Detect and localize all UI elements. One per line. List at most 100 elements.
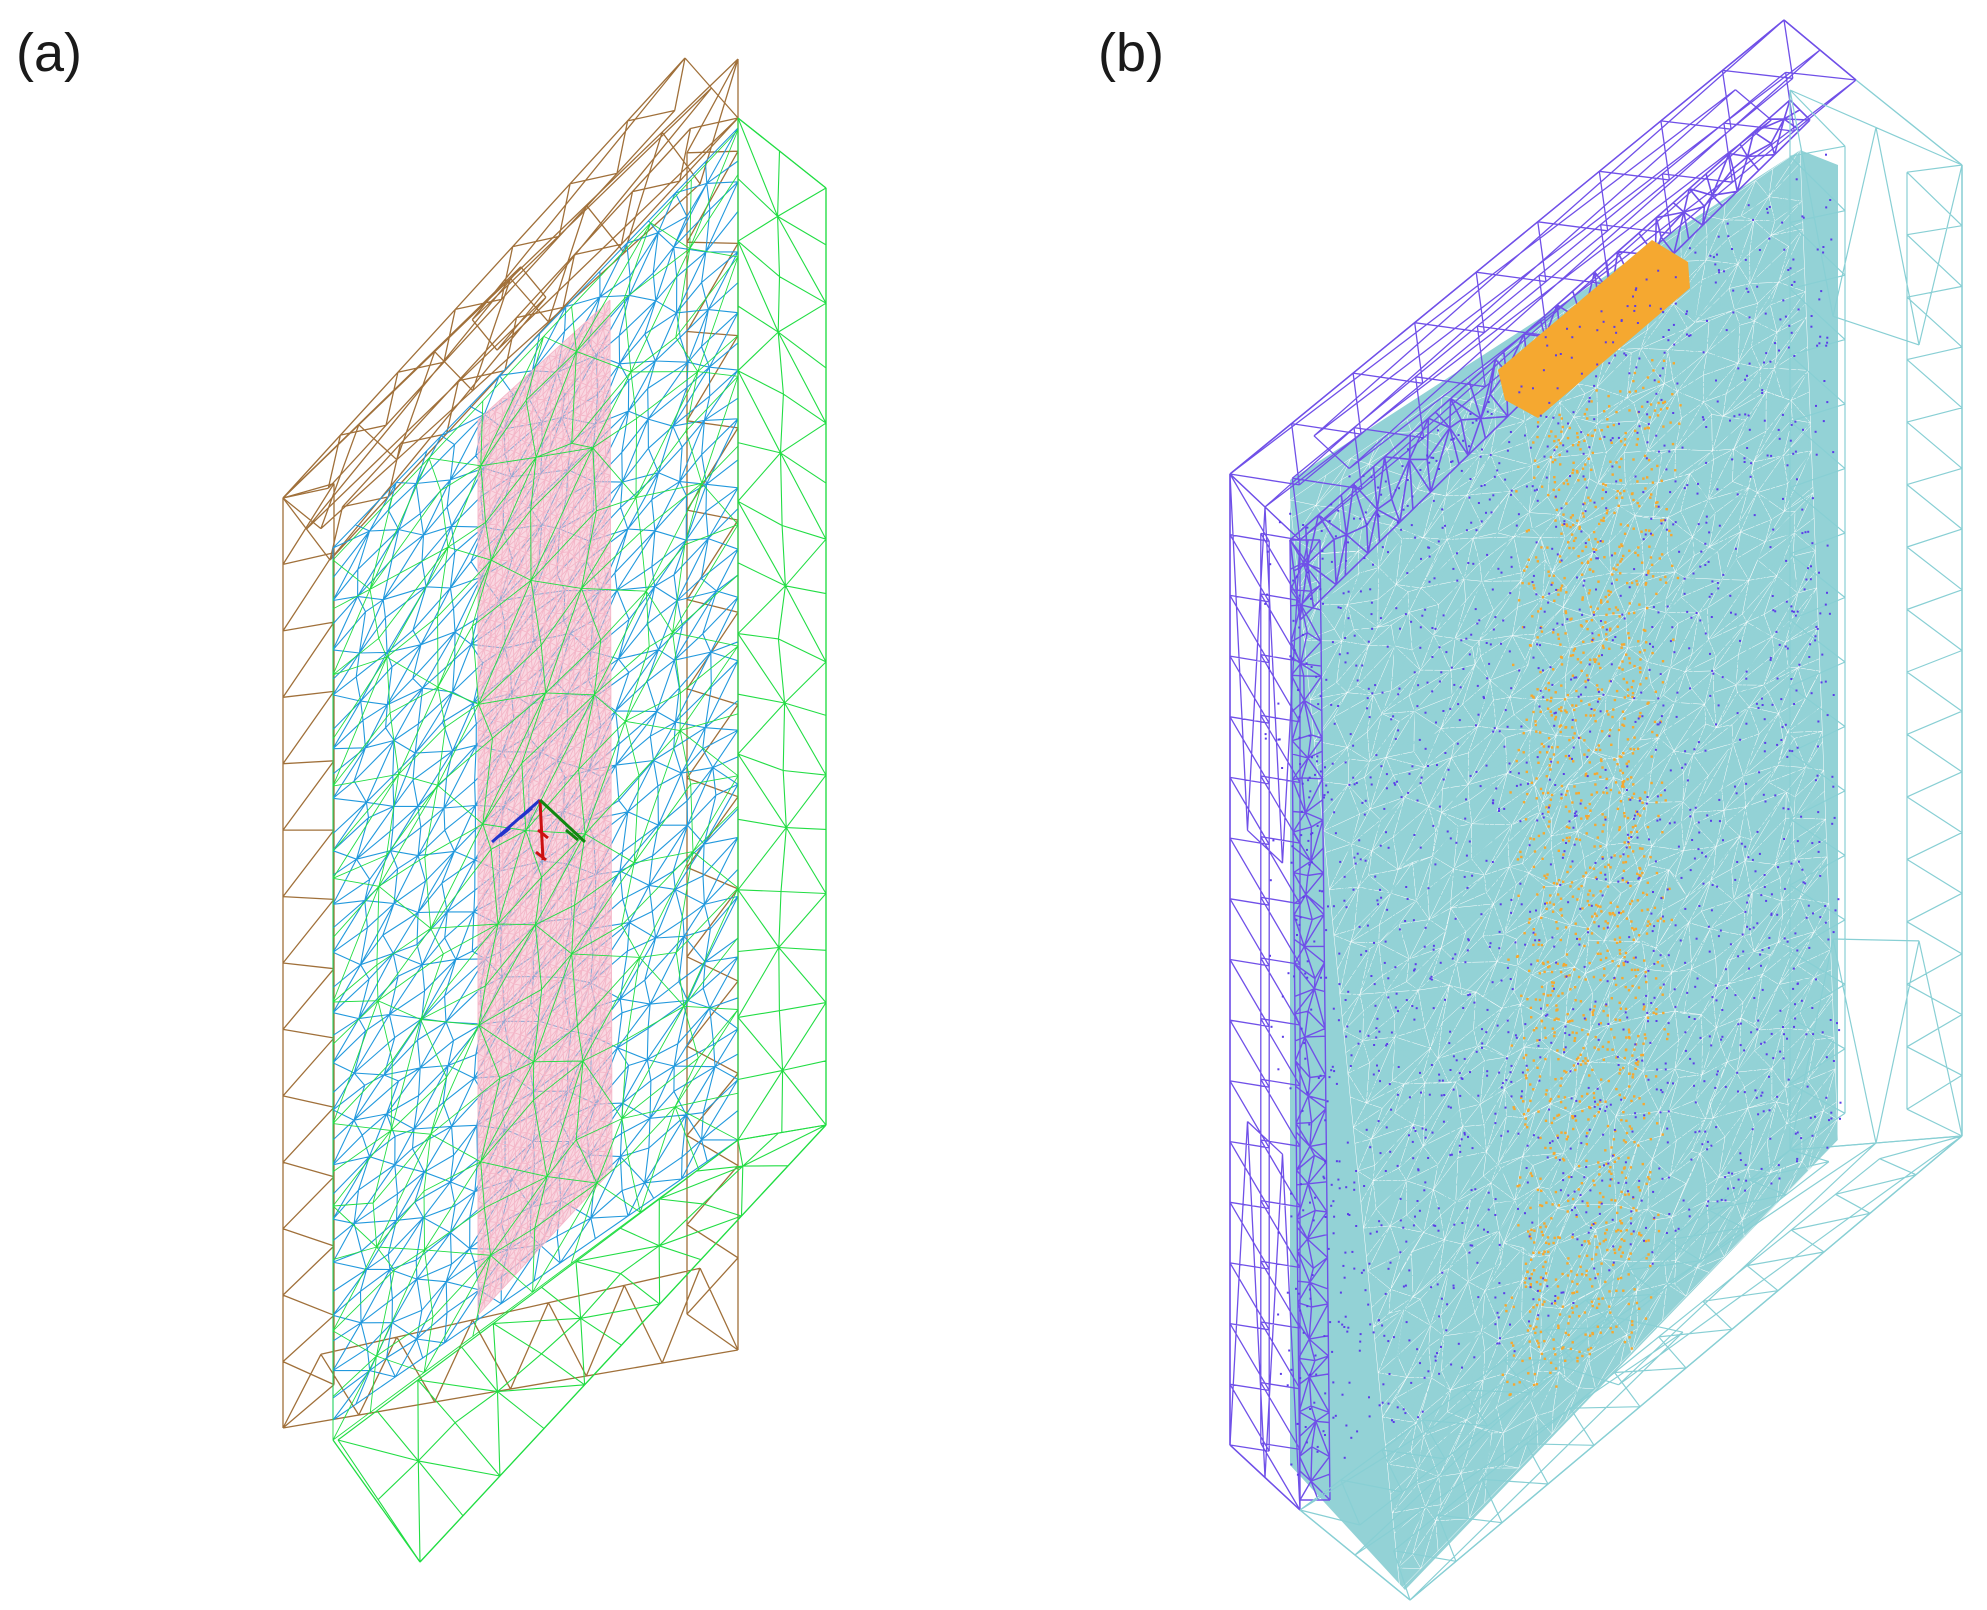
speckle-point [1717,587,1720,590]
highlight-speckle [1599,1331,1602,1334]
speckle-point [1345,559,1347,562]
highlight-speckle [1569,654,1573,657]
highlight-speckle [1602,1058,1605,1061]
speckle-point [1659,307,1662,310]
highlight-speckle [1618,828,1621,832]
speckle-point [1801,532,1804,535]
speckle-point [1396,1093,1399,1096]
highlight-speckle [1564,610,1567,613]
highlight-speckle [1641,1053,1644,1057]
highlight-speckle [1572,1115,1576,1118]
highlight-speckle [1568,836,1571,839]
speckle-point [1674,480,1677,483]
speckle-point [1760,1094,1763,1097]
speckle-point [1372,1073,1375,1076]
highlight-speckle [1630,776,1633,779]
speckle-point [1347,541,1349,544]
speckle-point [1755,1096,1758,1099]
highlight-speckle [1615,1230,1618,1233]
speckle-point [1480,913,1483,916]
highlight-speckle [1632,928,1636,931]
highlight-speckle [1554,1078,1557,1081]
highlight-speckle [1568,738,1571,742]
highlight-speckle [1605,638,1608,641]
highlight-speckle [1650,563,1654,567]
speckle-point [1310,1008,1313,1011]
highlight-speckle [1661,831,1664,834]
highlight-speckle [1608,608,1611,611]
speckle-point [1514,1034,1517,1037]
highlight-speckle [1526,1329,1530,1332]
highlight-speckle [1606,949,1609,952]
highlight-speckle [1606,1248,1609,1252]
speckle-point [1718,820,1721,823]
speckle-point [1532,1298,1535,1301]
speckle-point [1674,302,1677,305]
speckle-point [1477,713,1480,716]
highlight-speckle [1590,932,1594,935]
speckle-point [1541,812,1544,815]
speckle-point [1348,1214,1351,1216]
speckle-point [1290,1215,1293,1218]
highlight-speckle [1624,1141,1627,1144]
speckle-point [1286,1384,1289,1387]
highlight-speckle [1660,781,1664,784]
speckle-point [1692,1062,1695,1065]
highlight-speckle [1585,1269,1588,1273]
highlight-speckle [1670,533,1673,537]
highlight-speckle [1657,401,1660,405]
highlight-speckle [1646,825,1650,829]
highlight-speckle [1581,596,1584,599]
speckle-point [1429,977,1432,980]
highlight-speckle [1598,1173,1601,1176]
speckle-point [1509,1071,1512,1074]
highlight-speckle [1630,1127,1633,1130]
speckle-point [1580,693,1582,696]
speckle-point [1664,1062,1667,1065]
highlight-speckle [1538,1289,1541,1292]
speckle-point [1802,216,1805,219]
speckle-point [1563,1051,1566,1054]
highlight-speckle [1639,867,1642,871]
speckle-point [1657,723,1660,726]
highlight-speckle [1631,726,1635,729]
highlight-speckle [1591,1013,1595,1016]
speckle-point [1636,836,1639,839]
speckle-point [1452,1088,1455,1091]
highlight-speckle [1558,708,1561,711]
highlight-speckle [1613,1248,1616,1251]
speckle-point [1438,680,1441,683]
speckle-point [1311,832,1314,835]
highlight-speckle [1645,932,1649,935]
speckle-point [1724,968,1727,971]
speckle-point [1822,420,1825,423]
highlight-speckle [1619,1229,1623,1233]
highlight-speckle [1543,1278,1547,1282]
speckle-point [1559,353,1562,355]
speckle-point [1672,412,1675,414]
speckle-point [1347,990,1350,993]
speckle-point [1542,369,1545,372]
highlight-speckle [1660,479,1663,482]
speckle-point [1394,489,1397,492]
highlight-speckle [1558,413,1561,417]
speckle-point [1809,1116,1812,1119]
speckle-point [1290,1463,1293,1466]
speckle-point [1667,329,1670,331]
speckle-point [1494,1214,1497,1216]
highlight-speckle [1595,772,1599,775]
speckle-point [1588,446,1591,449]
highlight-speckle [1556,882,1559,885]
marker-blue [492,800,540,842]
speckle-point [1438,1315,1441,1318]
highlight-speckle [1608,679,1612,683]
speckle-point [1465,798,1467,801]
highlight-speckle [1627,798,1631,801]
speckle-point [1289,512,1292,515]
back-frame-outline [1230,20,1856,1510]
highlight-speckle [1611,715,1614,719]
highlight-speckle [1533,1241,1536,1244]
speckle-point [1668,1213,1671,1215]
speckle-point [1763,361,1765,364]
speckle-point [1550,583,1553,586]
